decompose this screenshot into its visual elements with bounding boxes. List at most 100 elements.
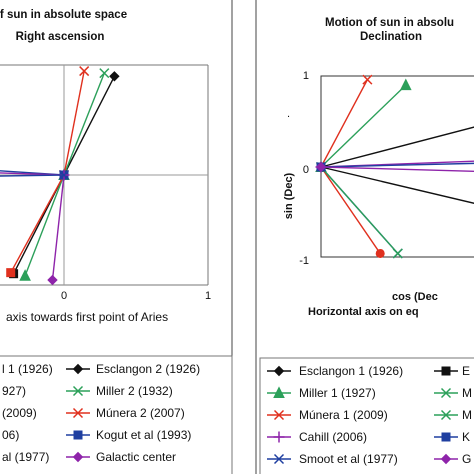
left-title-line-1: of sun in absolute space [0,9,127,21]
right-series-line-9 [320,166,474,173]
left-series-line-5 [10,174,65,273]
right-legend-left-label-4: Smoot et al (1977) [299,452,398,466]
left-legend-left-label-1: 927) [2,384,26,398]
right-legend-right-marker-0 [441,366,451,376]
right-title-line-1: Motion of sun in absolu [325,17,454,29]
left-legend-right-label-3: Kogut et al (1993) [96,428,191,442]
right-series-line-2 [320,79,369,168]
left-legend-right-marker-2 [72,407,84,419]
right-legend-left-label-2: Múnera 1 (2009) [299,408,388,422]
right-chart-panel: Motion of sun in absolu Declination . 1 … [255,0,474,474]
left-legend-left-label-2: (2009) [2,406,37,420]
right-legend-right-marker-3 [441,432,451,442]
right-legend-box [259,357,474,474]
left-panel-frame [231,0,233,474]
left-x-tick-1: 1 [205,290,211,302]
left-series-line-4 [24,174,65,277]
left-legend-left-label-4: al (1977) [2,450,49,464]
right-legend-row-1: Miller 1 (1927) M [267,386,472,400]
right-legend-left-marker-1 [273,386,285,398]
left-series-9 [0,169,70,181]
left-plot-area [0,64,209,286]
right-series-line-7 [320,166,474,204]
right-legend-right-label-4: G [462,452,471,466]
right-series-line-6 [320,166,399,254]
right-series-1-end-point [399,78,412,91]
right-legend-right-label-3: K [462,430,470,444]
left-legend-right-marker-4 [72,451,84,463]
right-title-line-2: Declination [360,31,422,43]
right-legend-left-marker-0 [273,365,285,377]
right-legend-left-label-1: Miller 1 (1927) [299,386,376,400]
right-legend-row-4: Smoot et al (1977) G [267,452,471,466]
right-y-axis-label: sin (Dec) [283,172,295,219]
left-series-line-8 [0,172,65,176]
left-series-0-end-point [109,71,120,82]
left-series-line-6 [51,174,65,281]
left-legend-row-0: l 1 (1926) Esclangon 2 (1926) [2,362,200,376]
right-x-axis-label: cos (Dec [392,291,438,303]
left-legend-right-marker-1 [72,385,84,397]
right-legend-right-label-0: E [462,364,470,378]
left-series-2-end-point [79,66,90,77]
left-legend-rows: l 1 (1926) Esclangon 2 (1926) 927) Miller 2… [2,362,200,464]
left-x-axis-label: axis towards first point of Aries [6,310,168,324]
left-legend-right-label-2: Múnera 2 (2007) [96,406,185,420]
left-legend-right-label-0: Esclangon 2 (1926) [96,362,200,376]
left-series-4 [19,168,70,281]
left-legend-left-label-3: 06) [2,428,19,442]
right-legend-right-label-1: M [462,386,472,400]
right-panel-frame [255,0,257,474]
right-legend-left-label-3: Cahill (2006) [299,430,367,444]
right-series-line-1 [320,84,407,168]
left-legend-row-4: al (1977) Galactic center [2,450,176,464]
right-legend-left-marker-2 [273,409,285,421]
right-legend-left-marker-4 [273,453,285,465]
right-series-5 [316,162,385,258]
left-legend-right-marker-3 [73,430,83,440]
left-series-line-9 [0,174,65,177]
left-title-line-2: Right ascension [16,31,105,43]
right-series-2-end-point [362,74,373,85]
left-series-line-0 [63,75,116,176]
left-series-5-end-point [6,268,16,278]
left-legend-row-3: 06) Kogut et al (1993) [2,428,191,442]
right-legend-row-0: Esclangon 1 (1926) E [267,364,470,378]
right-stray-dot: . [287,108,290,120]
right-legend-left-marker-3 [273,431,285,443]
right-x-axis-label-2: Horizontal axis on eq [308,306,419,318]
left-series-4-end-point [19,269,31,281]
left-legend-row-1: 927) Miller 2 (1932) [2,384,173,398]
left-legend-right-label-4: Galactic center [96,450,176,464]
right-series-2 [315,74,373,173]
right-series-line-0 [320,126,474,168]
right-legend-right-label-2: M [462,408,472,422]
left-x-tick-0: 0 [61,290,67,302]
right-series-line-8 [320,162,474,168]
right-legend-row-2: Múnera 1 (2009) M [267,408,472,422]
right-legend-right-marker-2 [440,409,452,421]
right-y-tick-0: 0 [303,164,309,176]
right-legend-left-label-0: Esclangon 1 (1926) [299,364,403,378]
left-series-group [0,66,120,286]
left-legend-box [0,355,233,474]
left-legend-right-label-1: Miller 2 (1932) [96,384,173,398]
right-series-1 [315,78,412,172]
left-series-9-origin-point [58,169,70,181]
right-series-5-end-point [375,248,385,258]
left-legend-right-marker-0 [72,363,84,375]
right-y-tick-1: 1 [303,70,309,82]
right-series-line-5 [320,166,381,254]
left-legend: l 1 (1926) Esclangon 2 (1926) 927) Miller 2… [0,355,233,474]
right-legend-row-3: Cahill (2006) K [267,430,470,444]
right-y-tick-neg1: -1 [299,255,309,267]
right-series-9-origin-point [315,161,327,173]
left-legend-row-2: (2009) Múnera 2 (2007) [2,406,185,420]
left-series-line-1 [63,72,105,176]
left-series-6-end-point [47,274,58,286]
left-chart-panel: of sun in absolute space Right ascension… [0,0,233,474]
left-series-1-end-point [99,68,110,79]
